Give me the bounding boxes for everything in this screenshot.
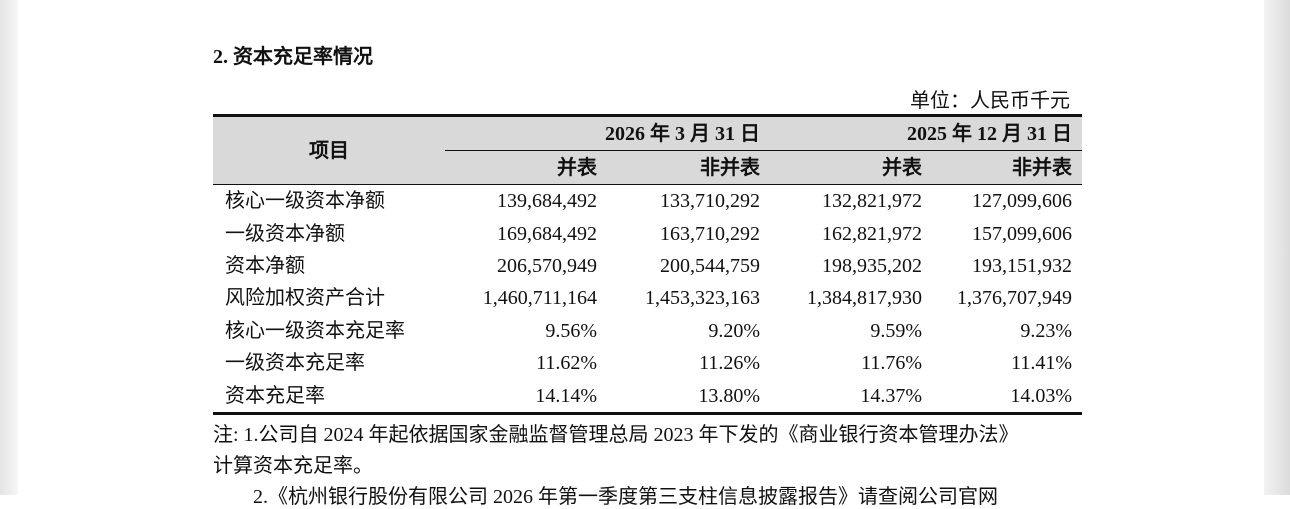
value-cell: 14.03% [1010,384,1072,407]
value-cell: 11.62% [536,352,597,375]
table-row: 一级资本充足率 11.62% 11.26% 11.76% 11.41% [213,347,1082,379]
page-shadow [0,0,18,495]
value-cell: 9.56% [545,319,597,342]
value-cell: 1,453,323,163 [645,287,760,310]
value-cell: 11.41% [1011,352,1072,375]
capital-table: 项目 2026 年 3 月 31 日 2025 年 12 月 31 日 并表 非并… [213,114,1082,415]
unit-label: 单位：人民币千元 [910,90,1070,112]
note-line: 注: 1.公司自 2024 年起依据国家金融监督管理总局 2023 年下发的《商… [213,424,1019,446]
page-shadow [1264,0,1290,495]
header-group: 2025 年 12 月 31 日 [770,115,1082,151]
value-cell: 162,821,972 [822,222,922,245]
table-row: 资本净额 206,570,949 200,544,759 198,935,202 193… [213,250,1082,282]
header-cell: 非并表 [932,150,1082,185]
value-cell: 11.76% [861,352,922,375]
value-cell: 169,684,492 [497,222,597,245]
header-cell: 并表 [770,150,932,185]
row-label: 核心一级资本充足率 [225,319,405,342]
value-cell: 1,460,711,164 [482,287,597,310]
header-cell: 项目 [213,115,445,185]
table-row: 核心一级资本充足率 9.56% 9.20% 9.59% 9.23% [213,315,1082,347]
value-cell: 9.20% [708,319,760,342]
row-label: 资本充足率 [225,384,325,407]
value-cell: 132,821,972 [822,190,922,213]
value-cell: 1,384,817,930 [807,287,922,310]
value-cell: 9.59% [870,319,922,342]
value-cell: 198,935,202 [822,254,922,277]
value-cell: 14.37% [860,384,922,407]
row-label: 资本净额 [225,254,305,277]
table-row: 核心一级资本净额 139,684,492 133,710,292 132,821,97… [213,185,1082,218]
header-cell: 并表 [445,150,607,185]
row-label: 一级资本充足率 [225,352,365,375]
table-row: 风险加权资产合计 1,460,711,164 1,453,323,163 1,384,… [213,282,1082,314]
value-cell: 1,376,707,949 [957,287,1072,310]
section-title: 2. 资本充足率情况 [213,46,373,68]
value-cell: 200,544,759 [660,254,760,277]
row-label: 一级资本净额 [225,222,345,245]
value-cell: 157,099,606 [972,222,1072,245]
note-line: 计算资本充足率。 [213,455,373,477]
value-cell: 9.23% [1020,319,1072,342]
value-cell: 193,151,932 [972,254,1072,277]
table-row: 资本充足率 14.14% 13.80% 14.37% 14.03% [213,379,1082,413]
header-cell: 非并表 [607,150,770,185]
value-cell: 133,710,292 [660,190,760,213]
value-cell: 127,099,606 [972,190,1072,213]
header-group: 2026 年 3 月 31 日 [445,115,770,151]
value-cell: 163,710,292 [660,222,760,245]
value-cell: 11.26% [699,352,760,375]
value-cell: 13.80% [698,384,760,407]
value-cell: 206,570,949 [497,254,597,277]
row-label: 风险加权资产合计 [225,287,385,310]
value-cell: 14.14% [535,384,597,407]
table-row: 一级资本净额 169,684,492 163,710,292 162,821,972 1… [213,217,1082,249]
row-label: 核心一级资本净额 [225,190,385,213]
value-cell: 139,684,492 [497,190,597,213]
